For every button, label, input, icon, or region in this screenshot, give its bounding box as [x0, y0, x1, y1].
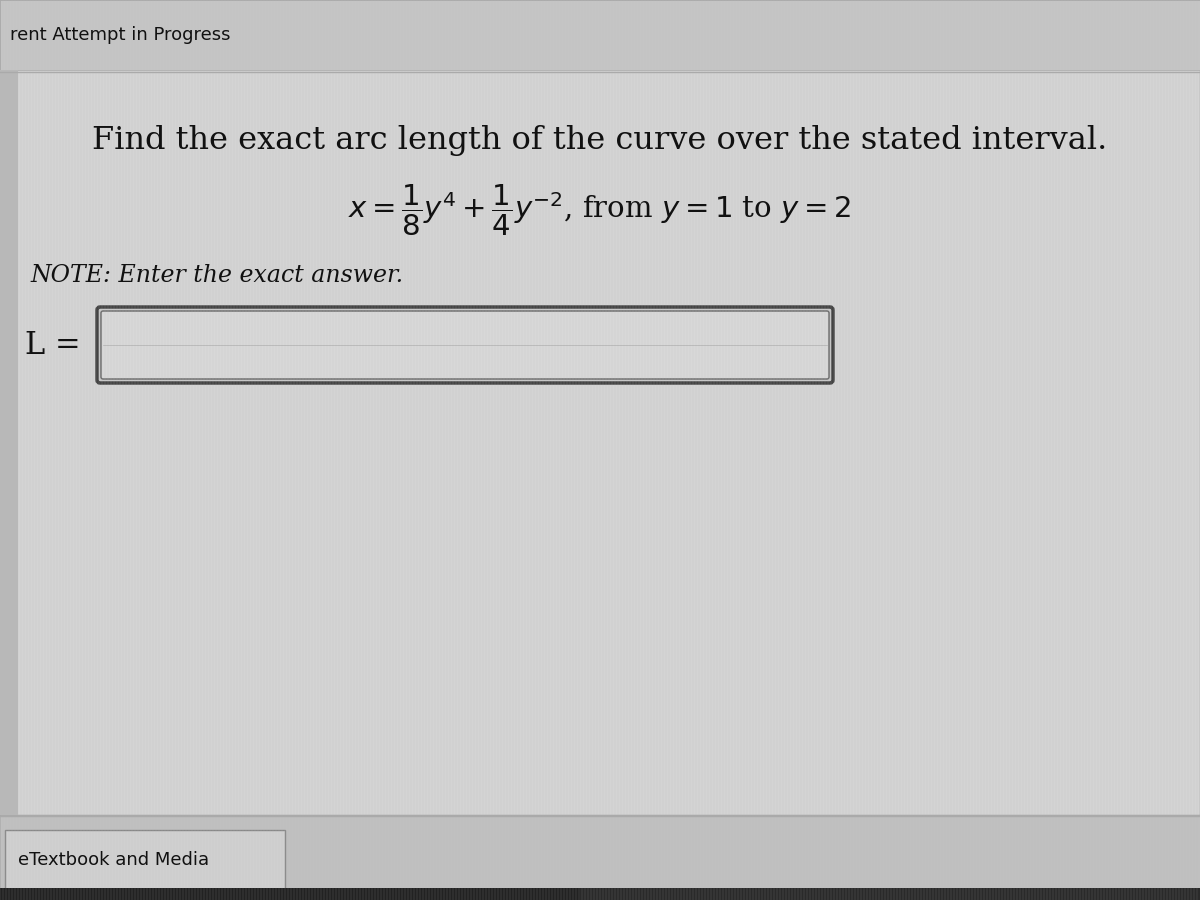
Bar — [5, 830, 286, 890]
Bar — [0, 888, 1200, 900]
Bar — [0, 815, 1200, 900]
FancyBboxPatch shape — [97, 307, 833, 383]
Text: Find the exact arc length of the curve over the stated interval.: Find the exact arc length of the curve o… — [92, 124, 1108, 156]
FancyBboxPatch shape — [101, 311, 829, 379]
Bar — [580, 888, 1200, 900]
Bar — [0, 0, 1200, 70]
Text: NOTE: Enter the exact answer.: NOTE: Enter the exact answer. — [30, 264, 403, 286]
Text: L =: L = — [25, 329, 80, 361]
Text: eTextbook and Media: eTextbook and Media — [18, 851, 209, 869]
Text: rent Attempt in Progress: rent Attempt in Progress — [10, 26, 230, 44]
Bar — [0, 70, 18, 815]
Text: $x = \dfrac{1}{8}y^4 + \dfrac{1}{4}y^{-2}$, from $y = 1$ to $y = 2$: $x = \dfrac{1}{8}y^4 + \dfrac{1}{4}y^{-2… — [348, 183, 852, 238]
